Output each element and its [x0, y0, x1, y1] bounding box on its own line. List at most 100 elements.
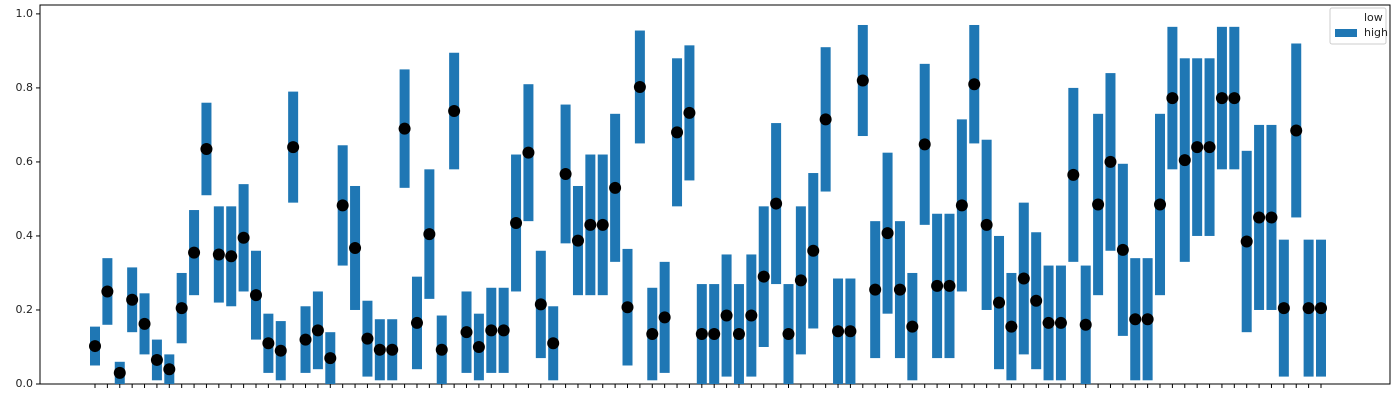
legend-label: high: [1364, 26, 1388, 39]
midpoint-dot: [175, 302, 188, 315]
midpoint-dot: [1079, 318, 1092, 331]
midpoint-dot: [782, 328, 795, 341]
midpoint-dot: [1302, 302, 1315, 315]
midpoint-dot: [596, 218, 609, 231]
midpoint-dot: [386, 343, 399, 356]
midpoint-dot: [1290, 124, 1303, 137]
midpoint-dot: [1129, 313, 1142, 326]
midpoint-dot: [89, 340, 101, 353]
midpoint-dot: [163, 363, 176, 376]
midpoint-dot: [646, 328, 659, 341]
midpoint-dot: [274, 344, 287, 357]
midpoint-dot: [398, 122, 411, 135]
midpoint-dot: [1154, 198, 1167, 211]
midpoint-dot: [1042, 316, 1055, 329]
midpoint-dot: [373, 343, 386, 356]
y-tick-label: 0.2: [16, 303, 34, 316]
midpoint-dot: [856, 74, 869, 87]
midpoint-dot: [472, 340, 485, 353]
midpoint-dot: [1092, 198, 1105, 211]
midpoint-dot: [609, 181, 622, 194]
midpoint-dot: [448, 105, 461, 118]
midpoint-dot: [671, 126, 684, 139]
midpoint-dot: [237, 231, 250, 244]
midpoint-dot: [299, 333, 312, 346]
midpoint-dot: [1240, 235, 1253, 248]
midpoint-dot: [584, 218, 597, 231]
midpoint-dot: [658, 311, 671, 324]
midpoint-dot: [324, 352, 337, 365]
midpoint-dot: [955, 199, 968, 212]
midpoint-dot: [621, 301, 634, 314]
midpoint-dot: [1030, 294, 1043, 307]
midpoint-dot: [1265, 211, 1278, 224]
midpoint-dot: [460, 326, 473, 339]
midpoint-dot: [1141, 313, 1154, 326]
midpoint-dot: [150, 353, 163, 366]
midpoint-dot: [968, 78, 981, 91]
midpoint-dot: [1054, 316, 1067, 329]
midpoint-dot: [1005, 320, 1018, 333]
midpoint-dot: [819, 113, 832, 126]
midpoint-dot: [336, 199, 349, 212]
midpoint-dot: [918, 138, 931, 151]
midpoint-dot: [1104, 155, 1117, 168]
y-tick-label: 0.0: [16, 377, 34, 390]
midpoint-dot: [485, 324, 498, 337]
y-tick-label: 0.8: [16, 81, 34, 94]
midpoint-dot: [126, 293, 139, 306]
midpoint-dot: [683, 106, 696, 119]
y-tick-label: 0.6: [16, 155, 34, 168]
midpoint-dot: [980, 218, 993, 231]
midpoint-dot: [410, 316, 423, 329]
midpoint-dot: [311, 324, 324, 337]
midpoint-dot: [559, 167, 572, 180]
midpoint-dot: [138, 317, 151, 330]
midpoint-dot: [534, 298, 547, 311]
midpoint-dot: [770, 197, 783, 210]
midpoint-dot: [522, 146, 535, 159]
midpoint-dot: [361, 332, 374, 345]
midpoint-dot: [1178, 154, 1191, 167]
midpoint-dot: [881, 227, 894, 240]
midpoint-dot: [1191, 141, 1204, 154]
midpoint-dot: [1116, 243, 1129, 256]
midpoint-dot: [188, 246, 201, 259]
midpoint-dot: [869, 283, 882, 296]
midpoint-dot: [893, 283, 906, 296]
midpoint-dot: [695, 328, 708, 341]
midpoint-dot: [435, 343, 448, 356]
midpoint-dot: [844, 325, 857, 338]
midpoint-dot: [1315, 302, 1327, 315]
midpoint-dot: [794, 274, 807, 287]
midpoint-dot: [101, 285, 114, 298]
midpoint-dot: [225, 250, 238, 263]
midpoint-dot: [212, 248, 225, 261]
midpoint-dot: [249, 289, 262, 302]
midpoint-dot: [931, 279, 944, 292]
midpoint-dot: [262, 337, 275, 350]
midpoint-dot: [547, 337, 560, 350]
midpoint-dot: [423, 228, 436, 241]
legend-swatch: [1335, 29, 1357, 37]
midpoint-dot: [906, 320, 919, 333]
midpoint-dot: [708, 328, 721, 341]
midpoint-dot: [1067, 168, 1080, 181]
midpoint-dot: [732, 328, 745, 341]
midpoint-dot: [943, 279, 956, 292]
midpoint-dot: [1017, 272, 1030, 285]
midpoint-dot: [497, 324, 510, 337]
midpoint-dot: [1277, 302, 1290, 315]
midpoint-dot: [571, 234, 584, 247]
midpoint-dot: [757, 270, 770, 283]
midpoint-dot: [807, 244, 820, 257]
midpoint-dot: [113, 366, 126, 379]
midpoint-dot: [720, 309, 733, 322]
midpoint-dot: [1253, 211, 1266, 224]
midpoint-dot: [993, 296, 1006, 309]
y-tick-label: 0.4: [16, 229, 34, 242]
midpoint-dot: [510, 216, 523, 229]
midpoint-dot: [1228, 92, 1241, 105]
midpoint-dot: [349, 241, 362, 254]
